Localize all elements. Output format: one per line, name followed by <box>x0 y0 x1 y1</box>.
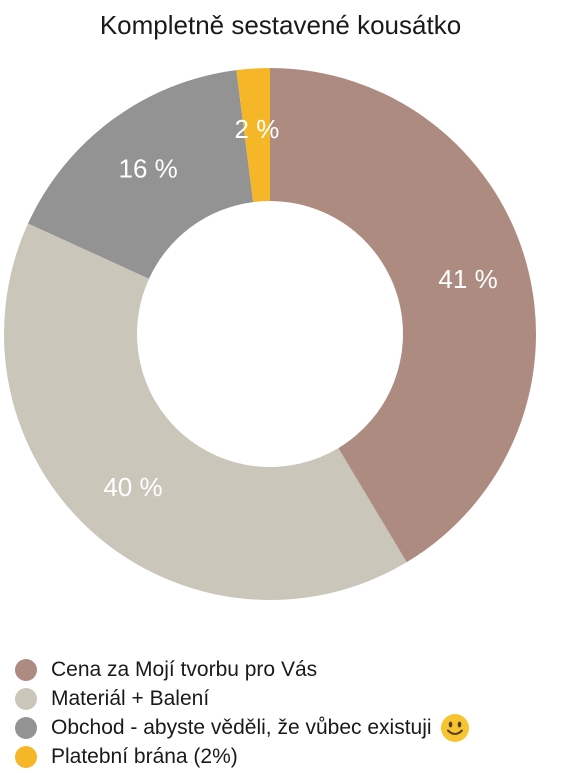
legend-item: Platební brána (2%) <box>15 742 555 771</box>
legend-swatch <box>15 716 37 739</box>
legend-swatch <box>15 745 37 768</box>
donut-chart-svg: 41 % 40 % 16 % 2 % <box>3 68 536 601</box>
donut-chart: 41 % 40 % 16 % 2 % <box>0 60 561 620</box>
legend-label: Cena za Mojí tvorbu pro Vás <box>51 657 318 681</box>
smiley-face-icon <box>440 713 469 742</box>
chart-title: Kompletně sestavené kousátko <box>99 10 462 40</box>
donut-slice-4 <box>236 68 270 203</box>
donut-slice-3 <box>28 70 254 279</box>
legend-label: Obchod - abyste věděli, že vůbec existuj… <box>51 715 432 739</box>
legend-swatch <box>15 658 37 681</box>
donut-slice-2 <box>3 223 407 601</box>
legend-item: Cena za Mojí tvorbu pro Vás <box>15 655 555 684</box>
legend-item: Materiál + Balení <box>15 684 555 713</box>
legend-label: Materiál + Balení <box>51 686 210 710</box>
slice-label-2: 40 % <box>103 472 162 502</box>
legend-label: Platební brána (2%) <box>51 744 238 768</box>
donut-slice-1 <box>270 68 536 563</box>
chart-legend: Cena za Mojí tvorbu pro Vás Materiál + Ba… <box>15 655 555 771</box>
slice-label-3: 16 % <box>119 154 178 184</box>
slice-label-1: 41 % <box>438 264 497 294</box>
legend-swatch <box>15 687 37 710</box>
legend-item: Obchod - abyste věděli, že vůbec existuj… <box>15 713 555 742</box>
slice-label-4: 2 % <box>235 114 280 144</box>
